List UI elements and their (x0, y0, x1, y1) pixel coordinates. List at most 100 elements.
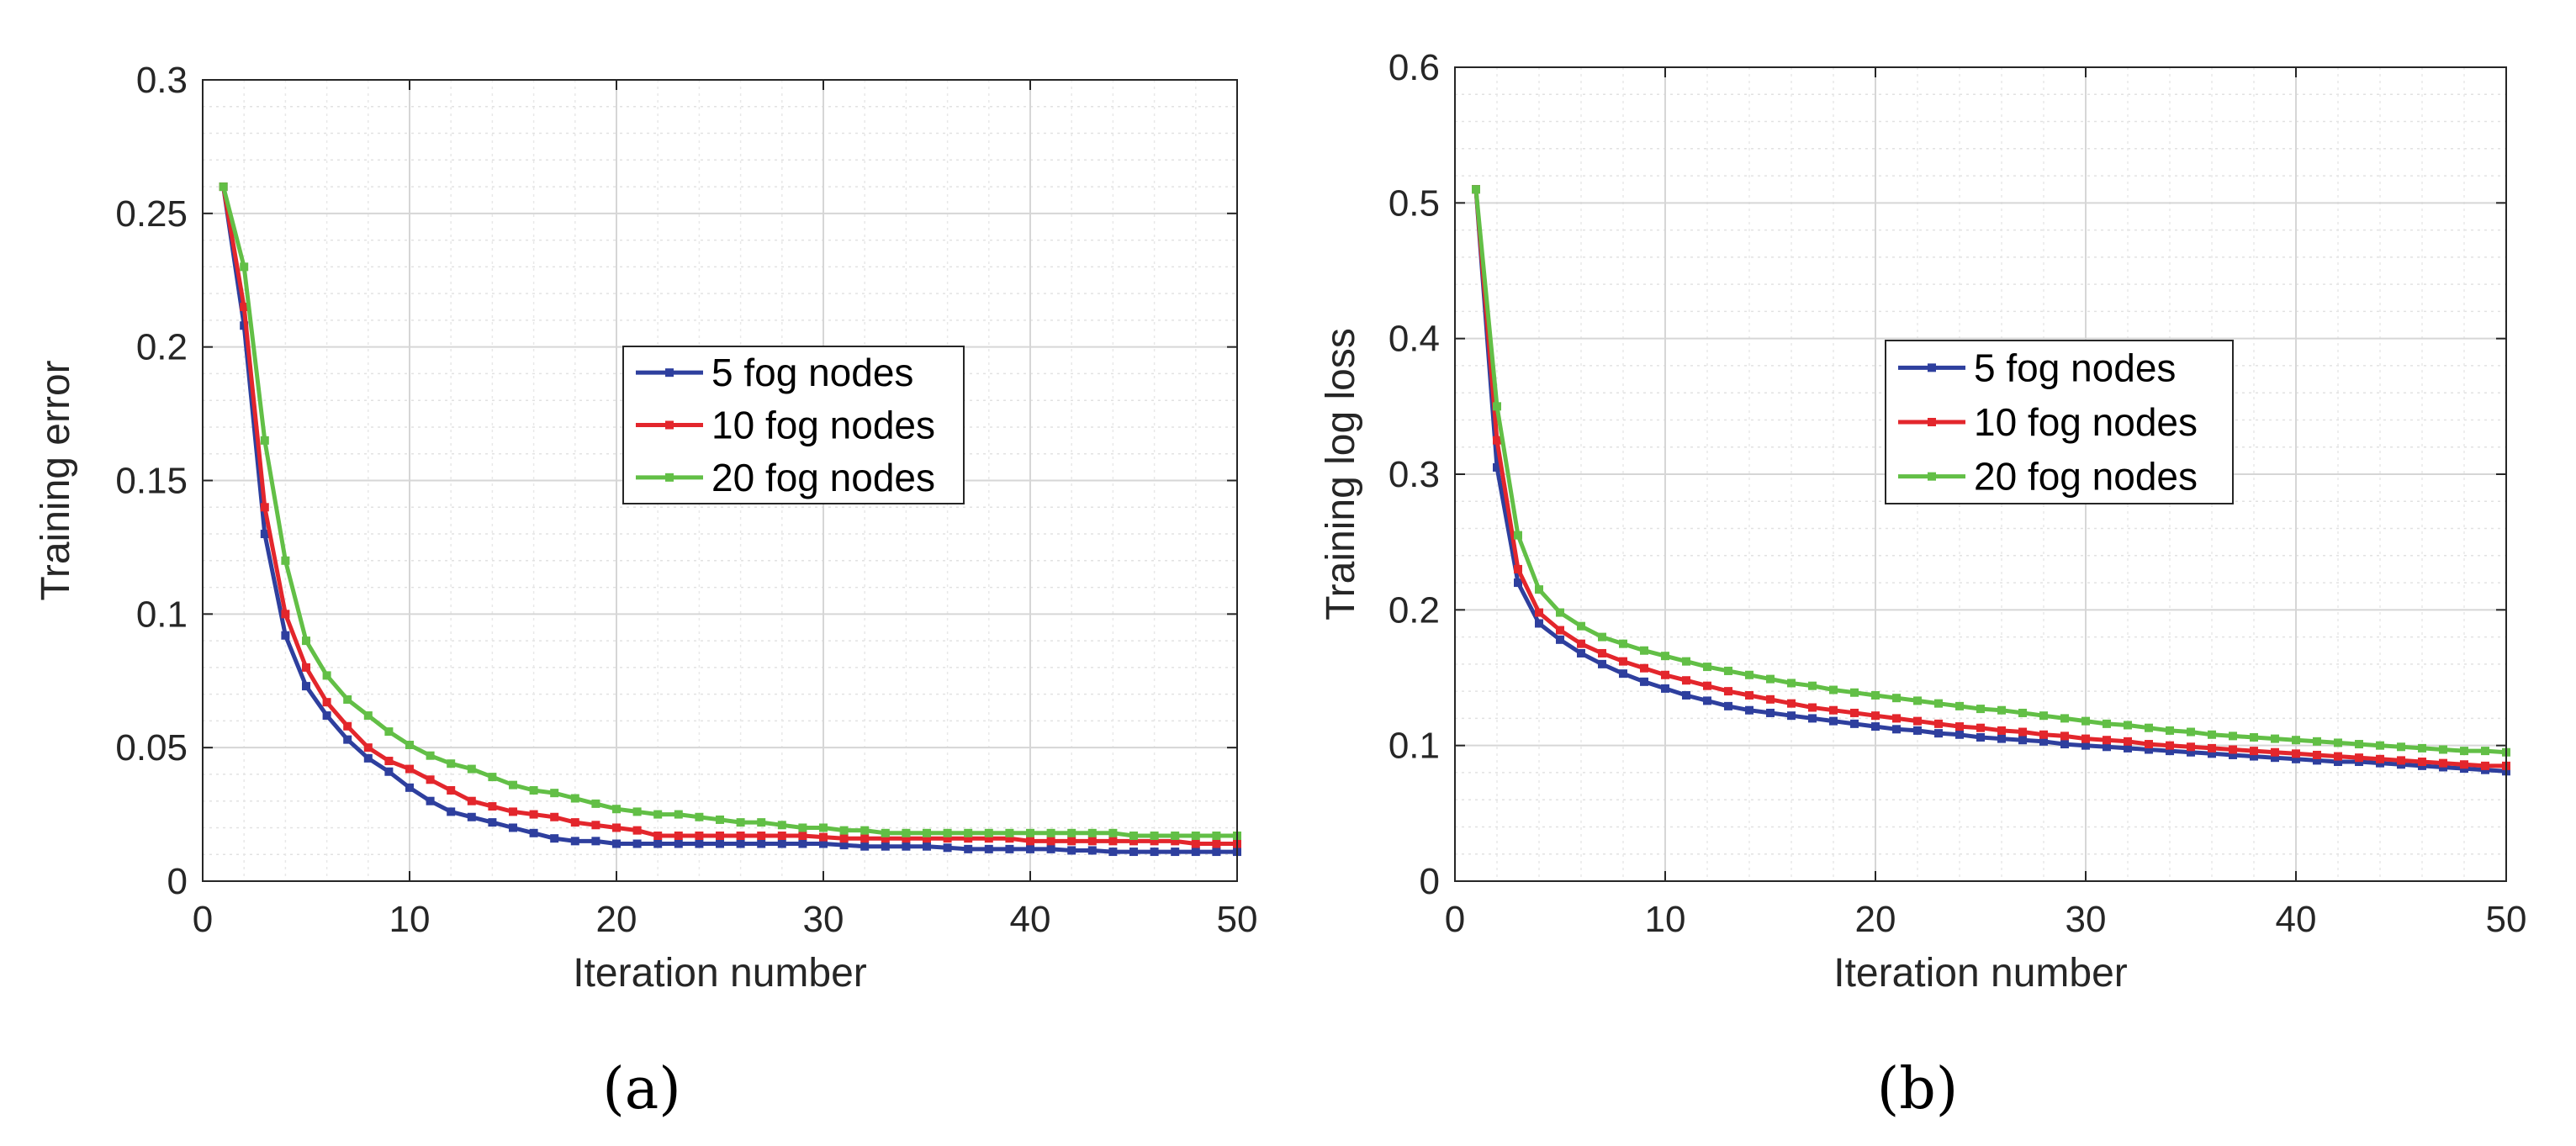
data-point (860, 826, 870, 835)
data-point (1997, 734, 2006, 743)
legend-label: 5 fog nodes (1974, 346, 2176, 389)
data-point (570, 818, 579, 827)
data-point (1976, 723, 1985, 732)
data-point (260, 436, 269, 445)
x-tick-label: 20 (1855, 899, 1896, 940)
data-point (2313, 750, 2321, 759)
data-point (1493, 436, 1501, 445)
data-point (1682, 676, 1690, 685)
data-point (2145, 740, 2153, 749)
data-point (405, 764, 414, 774)
data-point (219, 182, 228, 192)
data-point (302, 682, 310, 691)
data-point (570, 794, 579, 803)
data-point (1046, 828, 1055, 837)
data-point (405, 740, 414, 749)
data-point (1598, 632, 1606, 642)
x-tick-label: 20 (596, 899, 637, 940)
data-point (363, 743, 373, 753)
legend-label: 5 fog nodes (711, 351, 913, 394)
data-point (1913, 716, 1922, 726)
data-point (902, 842, 911, 851)
x-tick-label: 10 (389, 899, 431, 940)
data-point (529, 785, 538, 795)
data-point (302, 636, 310, 646)
data-point (2229, 731, 2237, 741)
data-point (860, 834, 870, 843)
data-point (777, 831, 786, 840)
data-point (1955, 722, 1964, 731)
data-point (2271, 753, 2279, 763)
data-point (881, 828, 890, 837)
data-point (2418, 743, 2426, 753)
data-point (2145, 745, 2153, 754)
data-point (943, 843, 952, 853)
data-point (1577, 648, 1585, 657)
data-point (2187, 727, 2195, 737)
data-point (1191, 839, 1200, 848)
data-point (1661, 670, 1669, 679)
data-point (1829, 685, 1838, 694)
data-point (240, 262, 249, 272)
data-point (2166, 726, 2174, 735)
data-point (2060, 740, 2069, 749)
data-point (1598, 648, 1606, 657)
data-point (240, 303, 249, 312)
data-point (1535, 608, 1543, 617)
data-point (1955, 730, 1964, 739)
data-point (2271, 734, 2279, 743)
chart-panel-b: 0 0.1 0.2 0.3 0.4 0.5 0.6 0 10 20 30 40 50 Iteration … (1319, 47, 2526, 1122)
data-point (2292, 736, 2300, 745)
data-point (467, 764, 476, 774)
data-point (2166, 741, 2174, 750)
data-point (1766, 694, 1775, 704)
data-point (860, 842, 870, 851)
data-point (1976, 732, 1985, 742)
data-point (839, 834, 849, 843)
data-point (1171, 831, 1180, 840)
data-point (777, 821, 786, 830)
chart-panel-a: 0 0.05 0.1 0.15 0.2 0.25 0.3 0 10 20 30 40 50 Iterati… (34, 60, 1257, 1122)
data-point (1745, 705, 1753, 715)
data-point (1871, 711, 1880, 721)
data-point (2208, 749, 2216, 758)
data-point (1913, 726, 1922, 735)
data-point (302, 663, 310, 672)
data-point (1577, 639, 1585, 648)
data-point (1026, 844, 1034, 853)
y-tick-label: 0 (167, 861, 188, 902)
data-point (260, 503, 269, 512)
data-point (2397, 756, 2405, 765)
data-point (2081, 734, 2090, 743)
data-point (570, 837, 579, 846)
data-point (322, 671, 331, 680)
data-point (2439, 745, 2447, 754)
data-point (695, 831, 704, 840)
y-tick-label: 0.3 (1389, 454, 1440, 495)
data-point (819, 823, 828, 832)
data-point (736, 831, 745, 840)
y-tick-label: 0 (1420, 861, 1440, 902)
data-point (1598, 659, 1606, 668)
data-point (798, 831, 807, 840)
data-point (1787, 711, 1796, 721)
data-point (343, 735, 352, 744)
data-point (777, 839, 786, 848)
data-point (2018, 727, 2027, 737)
data-point (1067, 828, 1076, 837)
data-point (2103, 742, 2111, 752)
data-point (1640, 677, 1648, 686)
data-point (467, 796, 476, 805)
data-point (1682, 657, 1690, 666)
data-point (1808, 703, 1817, 712)
data-point (612, 805, 621, 814)
data-point (2039, 737, 2048, 746)
data-point (2334, 758, 2342, 767)
data-point (2334, 752, 2342, 761)
data-point (1640, 646, 1648, 655)
data-point (1703, 696, 1711, 705)
data-point (1005, 844, 1014, 853)
data-point (2460, 760, 2468, 769)
data-point (1934, 729, 1943, 738)
data-point (716, 815, 724, 824)
